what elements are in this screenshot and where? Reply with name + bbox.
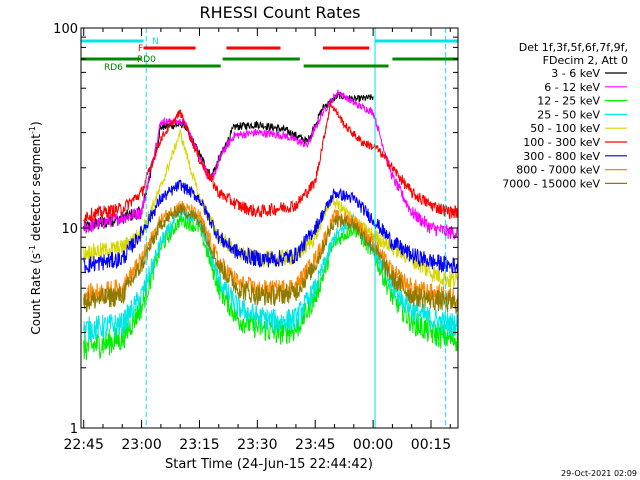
legend-entry-label: 800 - 7000 keV (516, 164, 600, 177)
chart-title: RHESSI Count Rates (200, 3, 361, 22)
y-tick-label: 1 (70, 422, 78, 437)
x-tick-label: 23:45 (295, 437, 335, 453)
flag-rd0-label: RD0 (137, 55, 156, 65)
legend-entry-label: 3 - 6 keV (551, 67, 600, 80)
legend-entry-label: 6 - 12 keV (544, 81, 600, 94)
series-6-12-kev (83, 89, 458, 240)
series-3-6-kev (83, 91, 374, 232)
y-axis-label: Count Rate (s-1 detector segment-1) (28, 121, 43, 334)
series-100-300-kev (83, 101, 458, 224)
x-tick-label: 22:45 (64, 437, 104, 453)
legend-entry-label: 25 - 50 keV (537, 108, 600, 121)
legend-entry-label: 300 - 800 keV (523, 150, 600, 163)
x-tick-label: 00:00 (353, 437, 393, 453)
x-tick-label: 23:15 (179, 437, 219, 453)
legend-entry-label: 50 - 100 keV (530, 122, 600, 135)
y-axis: 1 10 100 (53, 22, 458, 437)
generation-timestamp: 29-Oct-2021 02:09 (561, 469, 637, 478)
y-tick-label: 100 (53, 22, 78, 37)
y-tick-label: 10 (61, 222, 78, 237)
vertical-markers (80, 28, 447, 428)
series-group (83, 89, 458, 360)
legend: Det 1f,3f,5f,6f,7f,9f, FDecim 2, Att 0 3… (502, 41, 628, 190)
legend-header-line-2: FDecim 2, Att 0 (543, 54, 628, 67)
x-axis-label: Start Time (24-Jun-15 22:44:42) (165, 457, 373, 472)
x-tick-label: 00:15 (411, 437, 451, 453)
x-tick-label: 23:00 (121, 437, 161, 453)
legend-header-line-1: Det 1f,3f,5f,6f,7f,9f, (519, 41, 628, 54)
series-300-800-kev (83, 179, 458, 274)
legend-entry-label: 100 - 300 keV (523, 136, 600, 149)
flag-n-label: N (152, 37, 159, 47)
plot-frame (80, 27, 459, 429)
legend-entry-label: 7000 - 15000 keV (502, 177, 600, 190)
x-tick-label: 23:30 (237, 437, 277, 453)
legend-entry-label: 12 - 25 keV (537, 95, 600, 108)
x-axis: 22:45 23:00 23:15 23:30 23:45 00:00 00:15 (64, 28, 451, 453)
flag-f-label: F (138, 44, 143, 54)
flag-rd6-label: RD6 (104, 63, 123, 73)
